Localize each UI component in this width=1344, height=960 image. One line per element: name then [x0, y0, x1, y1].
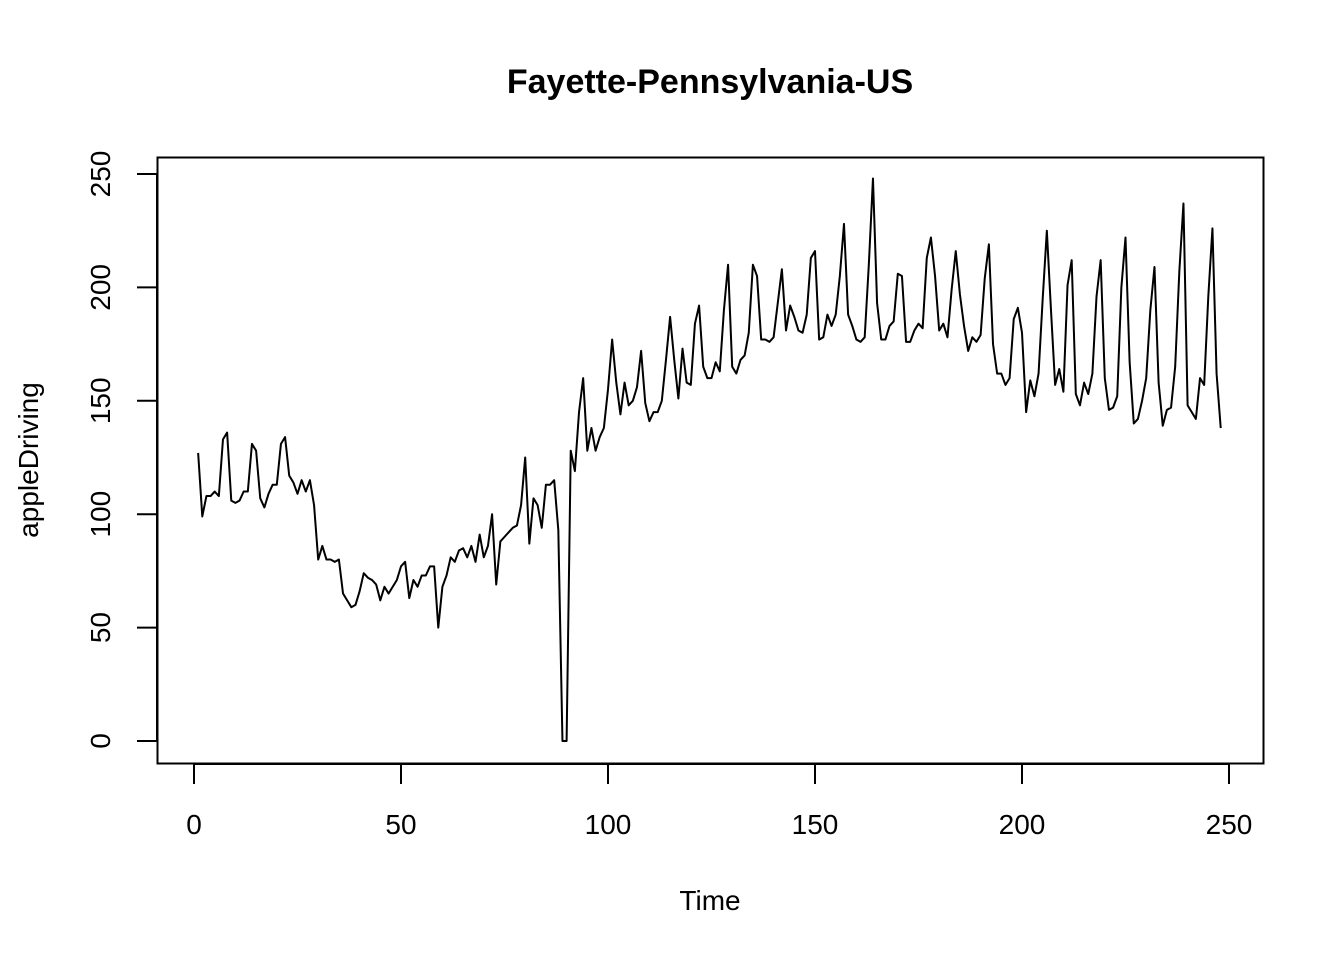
plot-frame: [156, 156, 1265, 765]
x-axis-label: Time: [679, 885, 740, 916]
x-tick-label: 200: [999, 809, 1046, 840]
x-tick-label: 50: [385, 809, 416, 840]
x-axis: 0 50 100 150 200 250: [186, 763, 1253, 840]
y-axis: 0 50 100 150 200 250: [85, 151, 158, 749]
x-tick-label: 150: [792, 809, 839, 840]
x-tick-label: 250: [1206, 809, 1253, 840]
y-tick-label: 100: [85, 491, 116, 538]
y-axis-label: appleDriving: [13, 382, 44, 538]
y-tick-label: 50: [85, 612, 116, 643]
series-line: [197, 177, 1222, 742]
chart-title: Fayette-Pennsylvania-US: [507, 63, 913, 101]
x-tick-label: 0: [186, 809, 202, 840]
x-tick-label: 100: [585, 809, 632, 840]
y-tick-label: 0: [85, 733, 116, 749]
y-tick-label: 150: [85, 377, 116, 424]
y-tick-label: 200: [85, 264, 116, 311]
y-tick-label: 250: [85, 151, 116, 198]
